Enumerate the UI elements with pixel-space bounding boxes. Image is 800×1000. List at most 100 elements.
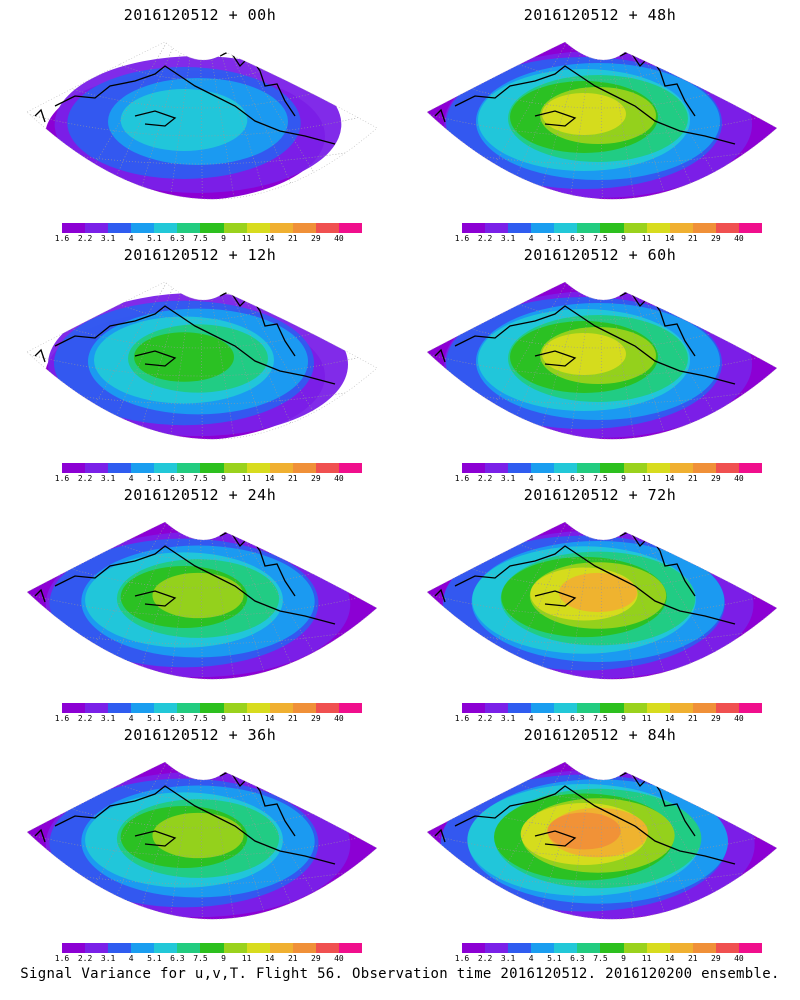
colorbar-tick-label: 6.3 bbox=[170, 714, 185, 723]
colorbar-swatch bbox=[715, 463, 739, 473]
colorbar-swatch bbox=[108, 223, 132, 233]
colorbar-tick-label: 1.6 bbox=[454, 954, 470, 963]
colorbar-swatch bbox=[554, 223, 578, 233]
colorbar-swatch bbox=[669, 223, 693, 233]
colorbar-tick-label: 9 bbox=[221, 954, 226, 963]
colorbar-tick-label: 5.1 bbox=[547, 954, 562, 963]
colorbar-swatch bbox=[669, 703, 693, 713]
colorbar-tick-label: 9 bbox=[221, 714, 226, 723]
colorbar-swatch bbox=[131, 703, 155, 713]
colorbar bbox=[62, 223, 363, 233]
colorbar-tick-label: 5.1 bbox=[147, 234, 162, 243]
colorbar-swatch bbox=[223, 223, 247, 233]
colorbar-tick-label: 4 bbox=[128, 474, 134, 483]
colorbar-swatch bbox=[715, 223, 739, 233]
colorbar-tick-label: 3.1 bbox=[500, 714, 516, 723]
colorbar-swatch bbox=[600, 463, 624, 473]
colorbar-swatch bbox=[223, 943, 247, 953]
colorbar-tick-label: 2.2 bbox=[77, 714, 93, 723]
colorbar-tick-label: 2.2 bbox=[477, 474, 493, 483]
colorbar-tick-label: 29 bbox=[711, 954, 721, 963]
map-field bbox=[426, 761, 778, 920]
panel-title: 2016120512 + 36h bbox=[123, 726, 277, 744]
colorbar-swatch bbox=[692, 463, 716, 473]
colorbar-tick-label: 7.5 bbox=[193, 234, 208, 243]
colorbar-tick-label: 14 bbox=[264, 954, 275, 963]
colorbar-tick-label: 1.6 bbox=[54, 234, 70, 243]
map-field bbox=[26, 761, 378, 920]
colorbar-tick-label: 5.1 bbox=[147, 474, 162, 483]
colorbar-swatch bbox=[85, 943, 109, 953]
colorbar-tick-label: 40 bbox=[334, 234, 344, 243]
colorbar-swatch bbox=[531, 463, 555, 473]
colorbar-tick-label: 11 bbox=[241, 954, 252, 963]
colorbar-swatch bbox=[269, 463, 293, 473]
colorbar-tick-label: 4 bbox=[528, 954, 534, 963]
colorbar-swatch bbox=[669, 943, 693, 953]
colorbar-tick-label: 11 bbox=[241, 474, 252, 483]
colorbar-tick-label: 7.5 bbox=[193, 954, 208, 963]
colorbar-tick-label: 1.6 bbox=[454, 234, 470, 243]
colorbar-tick-label: 9 bbox=[221, 474, 226, 483]
colorbar-swatch bbox=[269, 943, 293, 953]
colorbar bbox=[462, 223, 763, 233]
colorbar-tick-label: 4 bbox=[528, 474, 534, 483]
colorbar-tick-label: 2.2 bbox=[77, 474, 93, 483]
colorbar-swatch bbox=[154, 703, 178, 713]
colorbar-tick-label: 21 bbox=[687, 234, 698, 243]
colorbar-swatch bbox=[269, 703, 293, 713]
colorbar-tick-label: 29 bbox=[711, 714, 721, 723]
colorbar-swatch bbox=[62, 703, 86, 713]
colorbar-tick-label: 9 bbox=[621, 714, 626, 723]
colorbar-tick-label: 3.1 bbox=[100, 234, 116, 243]
colorbar-tick-label: 2.2 bbox=[477, 954, 493, 963]
colorbar-swatch bbox=[577, 223, 601, 233]
colorbar-tick-label: 21 bbox=[287, 954, 298, 963]
colorbar-tick-label: 40 bbox=[734, 714, 744, 723]
colorbar-swatch bbox=[177, 703, 201, 713]
colorbar-swatch bbox=[62, 223, 86, 233]
colorbar-swatch bbox=[738, 943, 763, 953]
colorbar-swatch bbox=[246, 943, 270, 953]
colorbar-tick-label: 29 bbox=[711, 234, 721, 243]
colorbar-swatch bbox=[646, 463, 670, 473]
colorbar-tick-label: 7.5 bbox=[593, 234, 608, 243]
colorbar-tick-label: 9 bbox=[621, 234, 626, 243]
colorbar-labels: 1.6 2.2 3.1 4 5.1 6.3 7.5 9 11 14 21 29 40 bbox=[55, 714, 362, 724]
map-panel: 2016120512 + 00h 1.6 2.2 3.1 4 5.1 6.3 7.5 9 11 14… bbox=[0, 0, 400, 245]
colorbar-swatch bbox=[485, 223, 509, 233]
colorbar-tick-label: 6.3 bbox=[170, 234, 185, 243]
colorbar-tick-label: 7.5 bbox=[193, 714, 208, 723]
colorbar-tick-label: 4 bbox=[528, 714, 534, 723]
colorbar-tick-label: 2.2 bbox=[477, 234, 493, 243]
colorbar-swatch bbox=[462, 463, 486, 473]
colorbar-swatch bbox=[462, 703, 486, 713]
colorbar-swatch bbox=[692, 703, 716, 713]
colorbar-swatch bbox=[131, 463, 155, 473]
colorbar-tick-label: 2.2 bbox=[77, 954, 93, 963]
colorbar-swatch bbox=[223, 703, 247, 713]
colorbar-tick-label: 14 bbox=[664, 954, 675, 963]
colorbar-tick-label: 21 bbox=[287, 714, 298, 723]
colorbar-swatch bbox=[246, 223, 270, 233]
colorbar-tick-label: 29 bbox=[311, 234, 321, 243]
colorbar-labels: 1.6 2.2 3.1 4 5.1 6.3 7.5 9 11 14 21 29 40 bbox=[55, 234, 362, 244]
panel-title: 2016120512 + 12h bbox=[123, 246, 277, 264]
colorbar-swatch bbox=[177, 943, 201, 953]
colorbar-tick-label: 14 bbox=[664, 714, 675, 723]
colorbar-swatch bbox=[577, 943, 601, 953]
colorbar-swatch bbox=[177, 223, 201, 233]
map-field bbox=[426, 281, 778, 440]
colorbar-tick-label: 6.3 bbox=[570, 474, 585, 483]
colorbar-swatch bbox=[131, 223, 155, 233]
panel-title: 2016120512 + 72h bbox=[523, 486, 677, 504]
colorbar-tick-label: 21 bbox=[687, 954, 698, 963]
colorbar-tick-label: 5.1 bbox=[547, 234, 562, 243]
colorbar-swatch bbox=[531, 943, 555, 953]
colorbar-labels: 1.6 2.2 3.1 4 5.1 6.3 7.5 9 11 14 21 29 40 bbox=[455, 474, 762, 484]
colorbar-swatch bbox=[223, 463, 247, 473]
colorbar bbox=[462, 703, 763, 713]
colorbar-tick-label: 21 bbox=[687, 474, 698, 483]
colorbar-swatch bbox=[154, 463, 178, 473]
colorbar-swatch bbox=[462, 943, 486, 953]
